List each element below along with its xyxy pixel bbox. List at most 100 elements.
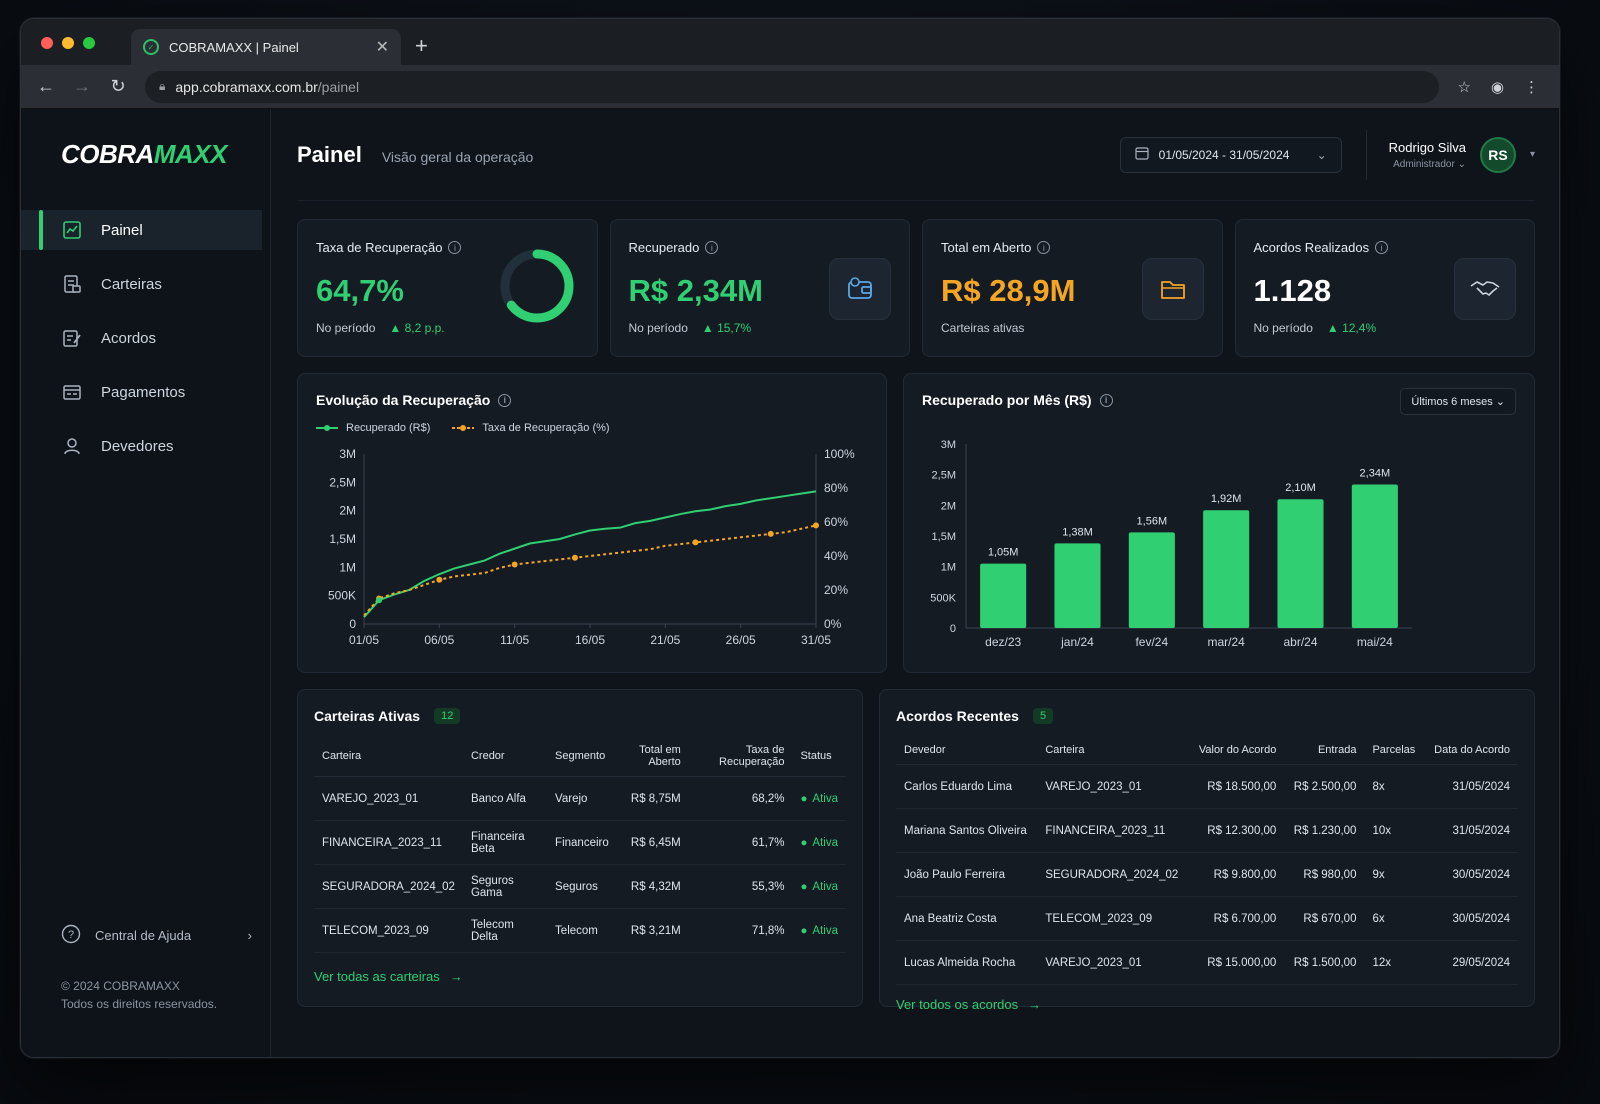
legend-item-taxa[interactable]: Taxa de Recuperação (%) <box>452 422 610 434</box>
sidebar-item-label: Carteiras <box>101 275 162 293</box>
url-path: /painel <box>317 78 360 95</box>
table-row[interactable]: Mariana Santos Oliveira FINANCEIRA_2023_1… <box>896 808 1518 853</box>
arrow-right-icon: → <box>1028 997 1042 1012</box>
copyright-line: © 2024 COBRAMAXX <box>61 979 180 993</box>
cell-valor: R$ 15.000,00 <box>1189 940 1285 985</box>
table-row[interactable]: Ana Beatriz Costa TELECOM_2023_09 R$ 6.700… <box>896 896 1518 941</box>
cell-carteira: FINANCEIRA_2023_11 <box>1037 808 1190 853</box>
info-icon[interactable]: i <box>498 393 512 407</box>
help-center-link[interactable]: ? Central de Ajuda › <box>61 924 252 947</box>
cell-segmento: Telecom <box>547 908 617 953</box>
col-header[interactable]: Total em Aberto <box>616 736 689 777</box>
back-icon[interactable]: ← <box>37 76 55 96</box>
info-icon[interactable]: i <box>1037 241 1051 254</box>
col-header[interactable]: Credor <box>462 736 548 777</box>
new-tab-icon[interactable]: + <box>415 33 428 58</box>
legend-label: Taxa de Recuperação (%) <box>482 422 610 434</box>
bar-value-label: 2,10M <box>1285 482 1316 494</box>
date-range-picker[interactable]: 01/05/2024 - 31/05/2024 ⌄ <box>1119 136 1342 173</box>
info-icon[interactable]: i <box>448 241 462 254</box>
view-all-carteiras-link[interactable]: Ver todas as carteiras → <box>314 969 463 984</box>
table-row[interactable]: João Paulo Ferreira SEGURADORA_2024_02 R$ … <box>896 852 1518 897</box>
status-badge: Ativa <box>792 776 846 821</box>
recovery-donut <box>500 249 573 323</box>
cell-data: 29/05/2024 <box>1424 940 1518 985</box>
legend-item-recuperado[interactable]: Recuperado (R$) <box>316 422 430 434</box>
series-line-taxa <box>363 524 817 617</box>
info-icon[interactable]: i <box>1375 241 1389 254</box>
bar-value-label: 1,56M <box>1137 515 1168 527</box>
y-tick-label: 0 <box>950 623 956 635</box>
col-header[interactable]: Segmento <box>547 736 617 777</box>
user-menu[interactable]: Rodrigo Silva Administrador ⌄ RS ▾ <box>1365 129 1535 180</box>
col-header[interactable]: Data do Acordo <box>1424 736 1518 765</box>
sidebar-item-acordos[interactable]: Acordos <box>21 318 270 358</box>
info-icon[interactable]: i <box>1099 393 1113 407</box>
recuperado-point <box>376 597 383 604</box>
kpi-label: Total em Aberto <box>941 240 1032 255</box>
table-row[interactable]: TELECOM_2023_09 Telecom Delta Telecom R$ 3,… <box>314 908 846 953</box>
browser-menu-icon[interactable]: ⋮ <box>1524 78 1539 96</box>
sidebar-item-carteiras[interactable]: Carteiras <box>21 264 270 304</box>
sidebar-item-devedores[interactable]: Devedores <box>21 426 270 466</box>
chevron-down-icon: ⌄ <box>1316 147 1327 162</box>
cell-devedor: João Paulo Ferreira <box>896 852 1038 897</box>
avatar[interactable]: RS <box>1479 136 1516 173</box>
period-select[interactable]: Últimos 6 meses ⌄ <box>1400 388 1516 415</box>
sidebar-item-label: Painel <box>101 221 143 239</box>
x-tick-label: 11/05 <box>500 633 529 647</box>
chevron-down-icon: ▾ <box>1529 149 1535 160</box>
y-right-tick-label: 0% <box>824 617 842 631</box>
bookmark-star-icon[interactable]: ☆ <box>1457 78 1471 96</box>
logo[interactable]: COBRAMAXX <box>61 139 227 169</box>
url-field[interactable]: 🔒︎ app.cobramaxx.com.br /painel <box>145 70 1440 103</box>
table-row[interactable]: FINANCEIRA_2023_11 Financeira Beta Finance… <box>314 820 846 865</box>
col-header[interactable]: Parcelas <box>1364 736 1425 765</box>
y-right-tick-label: 100% <box>824 447 855 461</box>
view-all-acordos-link[interactable]: Ver todos os acordos → <box>896 997 1042 1012</box>
table-row[interactable]: VAREJO_2023_01 Banco Alfa Varejo R$ 8,75M 68… <box>314 776 846 821</box>
agreements-icon <box>61 327 83 349</box>
close-window-button[interactable] <box>41 37 53 49</box>
col-header[interactable]: Carteira <box>314 736 463 777</box>
table-row[interactable]: Lucas Almeida Rocha VAREJO_2023_01 R$ 15.0… <box>896 940 1518 985</box>
col-header[interactable]: Devedor <box>896 736 1038 765</box>
browser-tab[interactable]: ✓ COBRAMAXX | Painel ✕ <box>131 29 401 65</box>
cell-entrada: R$ 1.500,00 <box>1284 940 1365 985</box>
table-row[interactable]: Carlos Eduardo Lima VAREJO_2023_01 R$ 18.5… <box>896 764 1518 809</box>
acordos-title: Acordos Recentes <box>896 708 1019 724</box>
col-header[interactable]: Entrada <box>1284 736 1365 765</box>
sidebar-item-label: Pagamentos <box>101 383 186 401</box>
y-tick-label: 1,5M <box>329 532 356 546</box>
close-tab-icon[interactable]: ✕ <box>375 39 389 56</box>
profile-icon[interactable]: ◉ <box>1490 78 1504 96</box>
cell-segmento: Seguros <box>547 864 617 909</box>
col-header[interactable]: Carteira <box>1037 736 1190 765</box>
reload-icon[interactable]: ↻ <box>110 76 126 96</box>
cell-parcelas: 10x <box>1364 808 1425 853</box>
y-tick-label: 2M <box>339 504 356 518</box>
cell-data: 31/05/2024 <box>1424 808 1518 853</box>
maximize-window-button[interactable] <box>83 37 95 49</box>
copyright: © 2024 COBRAMAXX Todos os direitos reser… <box>61 977 217 1013</box>
sidebar-item-painel[interactable]: Painel <box>21 210 262 250</box>
y-tick-label: 1M <box>339 560 356 574</box>
y-tick-label: 500K <box>930 592 956 604</box>
cell-segmento: Financeiro <box>547 820 617 865</box>
forward-icon[interactable]: → <box>73 76 91 96</box>
cell-data: 30/05/2024 <box>1424 896 1518 941</box>
col-header[interactable]: Taxa de Recuperação <box>688 736 793 777</box>
info-icon[interactable]: i <box>705 241 719 254</box>
sidebar-item-pagamentos[interactable]: Pagamentos <box>21 372 270 412</box>
arrow-right-icon: → <box>449 969 463 984</box>
cell-entrada: R$ 670,00 <box>1284 896 1365 941</box>
legend-label: Recuperado (R$) <box>346 422 431 434</box>
table-row[interactable]: SEGURADORA_2024_02 Seguros Gama Seguros R$ … <box>314 864 846 909</box>
y-right-tick-label: 60% <box>824 515 848 529</box>
x-tick-label: fev/24 <box>1135 635 1168 649</box>
minimize-window-button[interactable] <box>62 37 74 49</box>
col-header[interactable]: Status <box>792 736 846 777</box>
kpi-foot: No período <box>316 321 376 335</box>
col-header[interactable]: Valor do Acordo <box>1189 736 1285 765</box>
chevron-right-icon: › <box>247 928 252 943</box>
